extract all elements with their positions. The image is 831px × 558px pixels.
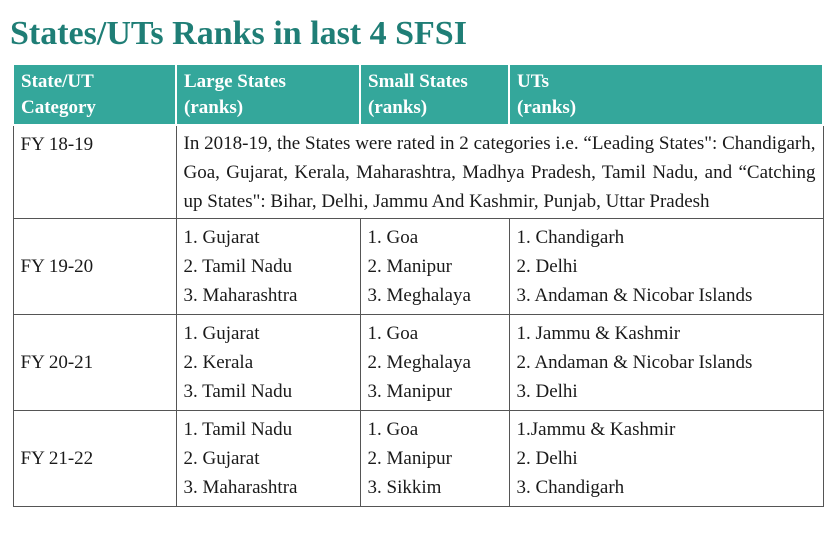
rank-item: 3. Maharashtra [183, 477, 298, 498]
rank-item: 1. Chandigarh [516, 227, 625, 248]
rank-item: 1. Goa [367, 227, 419, 248]
rank-item: 3. Maharashtra [183, 285, 298, 306]
rank-item: 1. Goa [367, 419, 419, 440]
small-states-cell: 1. Goa 2. Manipur 3. Sikkim [359, 410, 510, 507]
rank-item: 3. Sikkim [367, 477, 442, 498]
rank-item: 3. Manipur [367, 381, 452, 402]
rank-item: 1. Goa [367, 323, 419, 344]
large-states-cell: 1. Gujarat 2. Kerala 3. Tamil Nadu [175, 314, 361, 411]
small-states-cell: 1. Goa 2. Meghalaya 3. Manipur [359, 314, 510, 411]
header-uts: UTs (ranks) [508, 63, 824, 126]
header-large-states-line: Large States [184, 71, 286, 92]
uts-cell: 1. Chandigarh 2. Delhi 3. Andaman & Nico… [508, 218, 824, 315]
table-row: FY 18-19 In 2018-19, the States were rat… [12, 124, 824, 219]
row-note: In 2018-19, the States were rated in 2 c… [175, 124, 824, 219]
rank-item: 2. Delhi [516, 448, 578, 469]
row-year: FY 19-20 [12, 218, 177, 315]
rank-item: 1.Jammu & Kashmir [516, 419, 676, 440]
header-large-states: Large States (ranks) [175, 63, 361, 126]
rank-item: 2. Manipur [367, 256, 452, 277]
rank-item: 2. Kerala [183, 352, 254, 373]
row-year: FY 21-22 [12, 410, 177, 507]
header-small-states-line: Small States [368, 71, 468, 92]
table-row: FY 21-22 1. Tamil Nadu 2. Gujarat 3. Mah… [12, 410, 824, 507]
rank-item: 3. Meghalaya [367, 285, 471, 306]
row-year: FY 18-19 [12, 124, 177, 219]
rank-item: 3. Delhi [516, 381, 578, 402]
page-title: States/UTs Ranks in last 4 SFSI [10, 15, 467, 52]
row-year: FY 20-21 [12, 314, 177, 411]
large-states-cell: 1. Gujarat 2. Tamil Nadu 3. Maharashtra [175, 218, 361, 315]
header-uts-line: (ranks) [517, 97, 577, 118]
header-uts-line: UTs [517, 71, 550, 92]
rank-item: 2. Meghalaya [367, 352, 471, 373]
rank-item: 3. Tamil Nadu [183, 381, 293, 402]
header-category-line: State/UT [21, 71, 94, 92]
uts-cell: 1. Jammu & Kashmir 2. Andaman & Nicobar … [508, 314, 824, 411]
rank-item: 2. Andaman & Nicobar Islands [516, 352, 753, 373]
header-large-states-line: (ranks) [184, 97, 244, 118]
small-states-cell: 1. Goa 2. Manipur 3. Meghalaya [359, 218, 510, 315]
header-small-states-line: (ranks) [368, 97, 428, 118]
table-row: FY 20-21 1. Gujarat 2. Kerala 3. Tamil N… [12, 314, 824, 411]
table-row: FY 19-20 1. Gujarat 2. Tamil Nadu 3. Mah… [12, 218, 824, 315]
rank-item: 3. Chandigarh [516, 477, 625, 498]
rank-item: 1. Gujarat [183, 323, 260, 344]
header-category-line: Category [21, 97, 96, 118]
rank-item: 2. Manipur [367, 448, 452, 469]
header-category: State/UT Category [12, 63, 177, 126]
ranks-table: State/UT Category Large States (ranks) S… [12, 63, 824, 507]
large-states-cell: 1. Tamil Nadu 2. Gujarat 3. Maharashtra [175, 410, 361, 507]
rank-item: 3. Andaman & Nicobar Islands [516, 285, 753, 306]
rank-item: 2. Delhi [516, 256, 578, 277]
table-header-row: State/UT Category Large States (ranks) S… [12, 63, 824, 126]
rank-item: 2. Gujarat [183, 448, 260, 469]
rank-item: 2. Tamil Nadu [183, 256, 293, 277]
rank-item: 1. Tamil Nadu [183, 419, 293, 440]
header-small-states: Small States (ranks) [359, 63, 510, 126]
rank-item: 1. Jammu & Kashmir [516, 323, 681, 344]
uts-cell: 1.Jammu & Kashmir 2. Delhi 3. Chandigarh [508, 410, 824, 507]
rank-item: 1. Gujarat [183, 227, 260, 248]
